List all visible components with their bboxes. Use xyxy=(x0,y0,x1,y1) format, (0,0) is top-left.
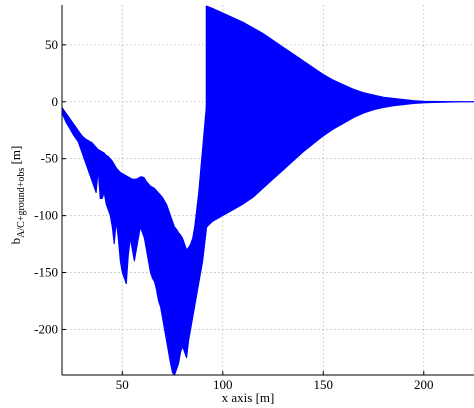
series-band-1 xyxy=(61,101,208,376)
axes-layer: 50 100 150 200 -200 -150 -100 -50 0 50 xyxy=(34,5,474,392)
y-axis-label: bA/C+ground+obs [m] xyxy=(8,146,27,245)
y-axis-label-unit: [m] xyxy=(8,146,23,168)
y-tick-label: -100 xyxy=(34,208,58,223)
data-layer xyxy=(61,5,474,376)
y-axis-label-main: b xyxy=(8,238,23,245)
x-tick-label: 100 xyxy=(213,377,233,392)
y-tick-label: 0 xyxy=(52,94,59,109)
series-band-2 xyxy=(206,5,474,229)
y-tick-label: -200 xyxy=(34,321,58,336)
y-tick-label: 50 xyxy=(45,37,58,52)
y-axis-label-subscript: A/C+ground+obs xyxy=(16,168,27,238)
y-tick-label: -150 xyxy=(34,265,58,280)
x-tick-label: 200 xyxy=(414,377,434,392)
x-tick-label: 150 xyxy=(314,377,334,392)
y-tick-label: -50 xyxy=(41,151,58,166)
x-axis-label: x axis [m] xyxy=(222,390,275,405)
x-tick-label: 50 xyxy=(116,377,129,392)
